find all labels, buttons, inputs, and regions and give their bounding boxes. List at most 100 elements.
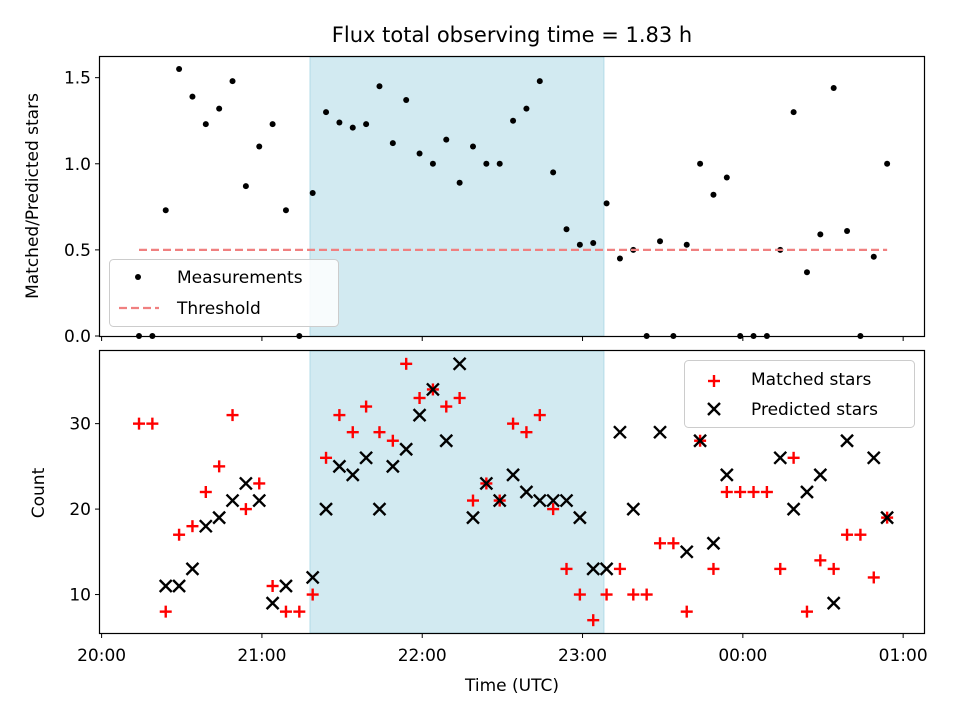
- predicted-star-point: [719, 468, 734, 482]
- measurement-point: [817, 231, 824, 238]
- measurement-point: [162, 207, 169, 214]
- measurement-point: [590, 240, 597, 246]
- matched-star-point: [186, 520, 199, 533]
- predicted-star-point: [573, 510, 587, 525]
- x-tick-label: 20:00: [77, 646, 126, 666]
- measurement-point: [697, 160, 704, 167]
- matched-star-point: [466, 494, 479, 507]
- legend-label-threshold: Threshold: [176, 299, 261, 319]
- predicted-star-point: [813, 468, 828, 482]
- x-axis-label: Time (UTC): [464, 676, 559, 696]
- matched-star-point: [867, 571, 880, 584]
- matched-star-point: [640, 588, 653, 601]
- matched-star-point: [266, 580, 279, 592]
- measurement-point: [336, 119, 343, 126]
- chart-title: Flux total observing time = 1.83 h: [332, 23, 692, 47]
- predicted-star-point: [626, 502, 641, 516]
- matched-star-point: [854, 528, 867, 541]
- highlight-span: [309, 350, 605, 634]
- measurement-point: [229, 78, 236, 85]
- matched-star-point: [560, 562, 573, 575]
- matched-star-point: [600, 588, 613, 601]
- matched-star-point: [654, 537, 667, 550]
- predicted-star-point: [426, 382, 440, 397]
- matched-star-point: [293, 605, 306, 618]
- predicted-star-point: [225, 493, 240, 508]
- matched-star-point: [774, 562, 787, 575]
- matched-star-point: [800, 605, 813, 618]
- measurement-point: [803, 269, 810, 276]
- legend-marker-matched-stars: [708, 375, 720, 387]
- predicted-star-point: [519, 485, 534, 499]
- measurement-point: [363, 121, 370, 128]
- predicted-star-point: [359, 450, 373, 465]
- matched-star-point: [360, 400, 373, 413]
- measurement-point: [790, 109, 797, 116]
- measurement-point: [443, 136, 450, 143]
- matched-star-point: [720, 486, 733, 498]
- measurement-point: [830, 85, 837, 91]
- predicted-star-point: [492, 493, 507, 508]
- measurement-point: [844, 227, 851, 234]
- matched-star-point: [213, 460, 226, 473]
- predicted-star-point: [506, 468, 520, 482]
- measurement-point: [349, 124, 356, 131]
- legend-label-predicted-stars: Predicted stars: [751, 400, 878, 420]
- matched-star-point: [747, 486, 760, 498]
- matched-star-point: [587, 614, 600, 627]
- predicted-star-point: [185, 562, 200, 576]
- measurement-point: [710, 191, 717, 198]
- matched-star-point: [680, 605, 693, 618]
- predicted-star-point: [613, 425, 627, 440]
- matched-star-point: [520, 426, 533, 439]
- predicted-star-point: [800, 485, 814, 499]
- measurement-point: [216, 105, 223, 112]
- matched-star-point: [814, 554, 827, 567]
- matched-star-point: [440, 400, 453, 413]
- measurement-point: [870, 253, 877, 260]
- matched-star-point: [707, 562, 720, 575]
- x-tick-label: 00:00: [718, 646, 767, 666]
- predicted-star-point: [653, 425, 667, 440]
- measurement-point: [202, 121, 209, 128]
- matched-star-point: [306, 588, 319, 601]
- predicted-star-point: [385, 459, 400, 474]
- measurement-point: [483, 160, 490, 167]
- measurement-point: [403, 97, 410, 104]
- matched-star-point: [386, 434, 399, 447]
- predicted-star-point: [399, 442, 414, 457]
- matched-star-point: [453, 392, 466, 404]
- measurement-point: [429, 160, 436, 167]
- predicted-star-point: [452, 356, 467, 371]
- top-legend: Measurements Threshold: [109, 259, 339, 327]
- top-panel: 0.0 0.5 1.0 1.5 Flux total observing time =…: [23, 23, 926, 347]
- measurement-point: [563, 226, 570, 233]
- matched-star-point: [346, 426, 359, 439]
- y-tick-label: 20: [69, 500, 91, 520]
- matched-star-point: [507, 417, 520, 430]
- predicted-star-point: [866, 450, 881, 465]
- predicted-star-point: [332, 459, 347, 474]
- measurement-point: [550, 169, 557, 176]
- x-tick-label: 23:00: [558, 646, 607, 666]
- matched-star-point: [787, 451, 800, 464]
- matched-star-point: [613, 562, 626, 575]
- predicted-star-point: [412, 408, 427, 422]
- matched-star-point: [413, 392, 426, 404]
- predicted-star-point: [252, 493, 267, 508]
- bottom-y-axis-label: Count: [29, 467, 49, 518]
- y-tick-label: 1.5: [64, 69, 91, 89]
- matched-star-point: [279, 605, 292, 618]
- measurement-point: [376, 83, 383, 90]
- predicted-star-point: [265, 596, 280, 610]
- measurement-point: [269, 121, 276, 128]
- predicted-star-point: [679, 544, 694, 559]
- y-tick-label: 0.5: [64, 241, 91, 261]
- matched-star-point: [239, 503, 252, 516]
- matched-star-point: [146, 417, 159, 430]
- bottom-panel: 20:00 21:00 22:00 23:00 00:00 01:00 10 20 30 Cou…: [29, 349, 928, 696]
- measurement-point: [389, 140, 396, 147]
- matched-star-point: [573, 588, 586, 601]
- matched-star-point: [199, 486, 212, 498]
- top-y-axis-label: Matched/Predicted stars: [23, 93, 43, 299]
